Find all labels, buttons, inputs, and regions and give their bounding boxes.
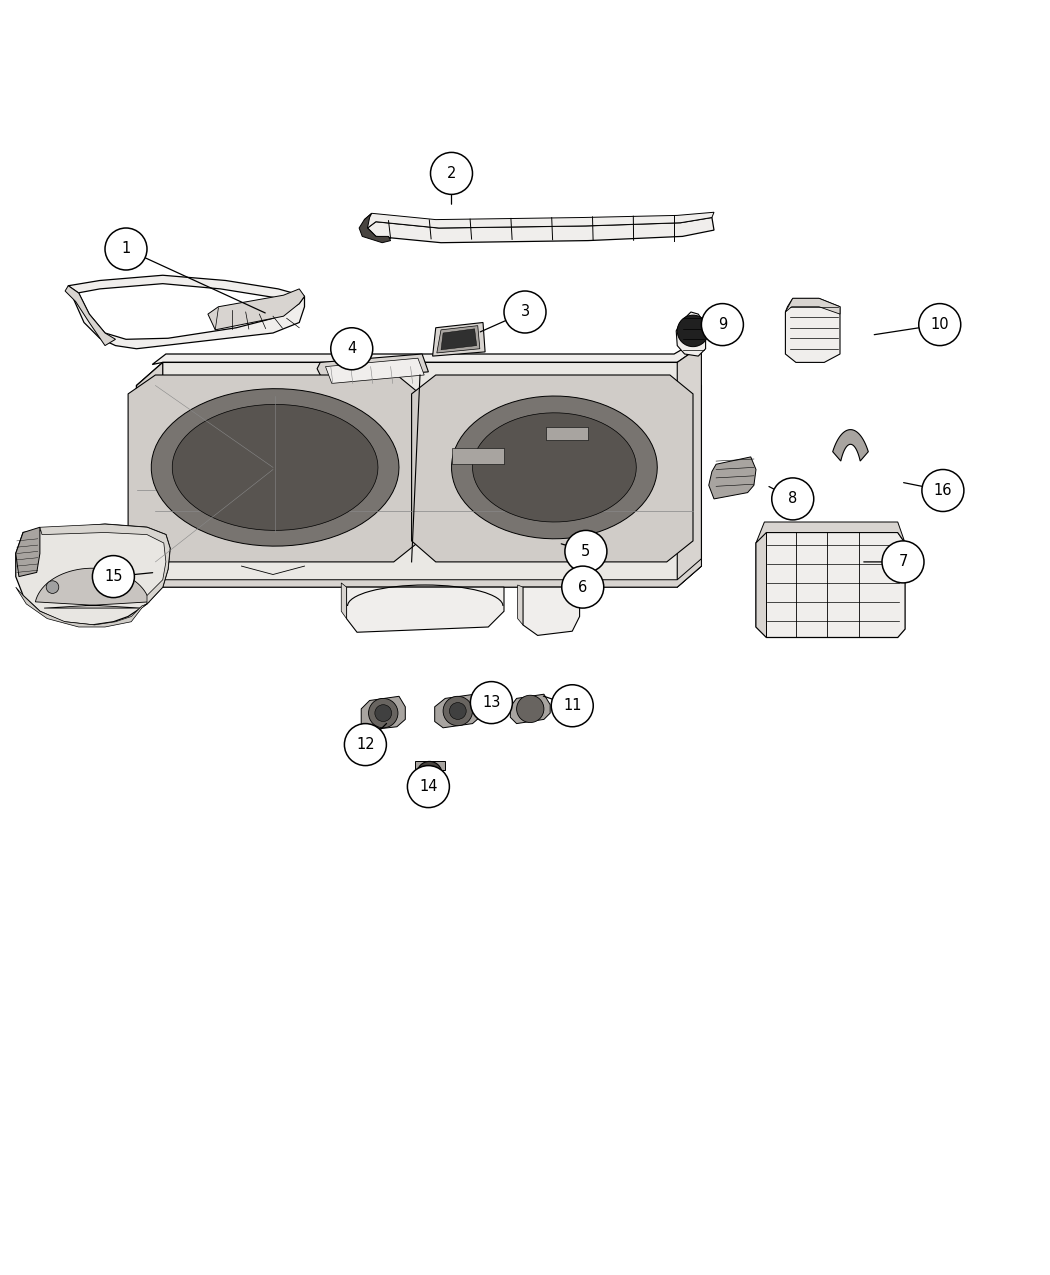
Text: 11: 11 [563,699,582,713]
Circle shape [470,682,512,724]
Polygon shape [136,362,163,586]
Polygon shape [785,298,840,314]
Circle shape [449,703,466,719]
Polygon shape [16,586,147,627]
Text: 12: 12 [356,737,375,752]
Circle shape [551,685,593,727]
Polygon shape [368,218,714,242]
Polygon shape [472,413,636,521]
Polygon shape [151,389,399,546]
Circle shape [46,581,59,593]
Polygon shape [359,213,391,242]
Circle shape [562,566,604,608]
Circle shape [882,541,924,583]
Polygon shape [452,449,504,464]
Polygon shape [364,212,714,228]
Circle shape [919,303,961,346]
Text: 2: 2 [447,166,456,181]
Polygon shape [415,761,445,770]
Polygon shape [317,354,428,380]
Polygon shape [676,312,706,356]
Circle shape [369,699,398,728]
Polygon shape [346,586,504,632]
Circle shape [344,724,386,765]
Text: 16: 16 [933,483,952,499]
Circle shape [417,761,442,787]
Polygon shape [36,569,149,608]
Polygon shape [756,533,905,638]
Polygon shape [136,362,701,586]
Polygon shape [441,329,477,349]
Text: 8: 8 [789,491,797,506]
Circle shape [701,303,743,346]
Text: 15: 15 [104,569,123,584]
Polygon shape [833,430,868,462]
Text: 14: 14 [419,779,438,794]
Circle shape [922,469,964,511]
Polygon shape [518,585,523,625]
Circle shape [407,765,449,807]
Polygon shape [433,323,485,356]
Polygon shape [709,456,756,499]
Circle shape [92,556,134,598]
Polygon shape [785,298,840,362]
Circle shape [430,153,473,194]
Polygon shape [523,586,580,635]
Polygon shape [435,694,481,728]
Polygon shape [756,521,905,543]
Circle shape [105,228,147,270]
Text: 3: 3 [521,305,529,320]
Polygon shape [341,583,346,618]
Polygon shape [16,528,40,576]
Text: 6: 6 [579,580,587,594]
Text: 1: 1 [122,241,130,256]
Circle shape [423,768,436,780]
Text: 4: 4 [348,342,356,356]
Polygon shape [326,358,424,384]
Circle shape [331,328,373,370]
Polygon shape [16,524,170,625]
Polygon shape [361,696,405,729]
Circle shape [565,530,607,572]
Circle shape [443,696,472,725]
Text: 5: 5 [582,544,590,558]
Polygon shape [40,524,170,604]
Circle shape [517,695,544,723]
Polygon shape [677,346,701,586]
Circle shape [677,315,709,347]
Text: 7: 7 [899,555,907,570]
Polygon shape [128,375,420,562]
Text: 9: 9 [718,317,727,332]
Polygon shape [68,275,304,303]
Polygon shape [136,558,701,587]
Circle shape [504,291,546,333]
Polygon shape [412,375,693,562]
Polygon shape [437,325,480,353]
Polygon shape [68,286,304,349]
Circle shape [772,478,814,520]
Polygon shape [756,533,766,638]
Polygon shape [510,694,550,724]
Polygon shape [208,289,304,330]
Polygon shape [65,286,116,346]
Polygon shape [152,338,701,365]
Polygon shape [172,404,378,530]
Text: 10: 10 [930,317,949,332]
Text: 13: 13 [482,695,501,710]
Circle shape [375,705,392,722]
Polygon shape [452,397,657,539]
Polygon shape [546,427,588,440]
